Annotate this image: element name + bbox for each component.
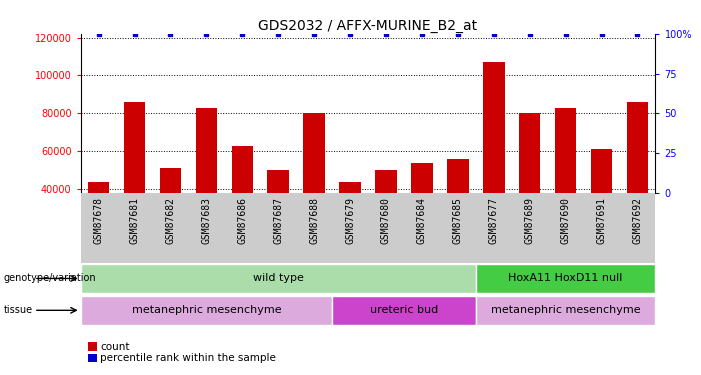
Text: tissue: tissue: [4, 305, 33, 315]
Bar: [268, 170, 289, 265]
Bar: [339, 182, 361, 265]
Text: HoxA11 HoxD11 null: HoxA11 HoxD11 null: [508, 273, 622, 284]
Bar: [447, 159, 468, 265]
Bar: [476, 296, 655, 325]
Text: GSM87687: GSM87687: [273, 196, 283, 244]
Text: GSM87690: GSM87690: [561, 196, 571, 244]
Bar: [332, 296, 476, 325]
Text: GSM87691: GSM87691: [597, 196, 606, 244]
Text: GSM87682: GSM87682: [165, 196, 175, 244]
Bar: [555, 108, 576, 265]
Text: GSM87681: GSM87681: [130, 196, 139, 244]
Text: GSM87677: GSM87677: [489, 196, 499, 244]
Text: metanephric mesenchyme: metanephric mesenchyme: [491, 305, 641, 315]
Text: GSM87692: GSM87692: [632, 196, 643, 244]
Text: GSM87679: GSM87679: [345, 196, 355, 244]
Bar: [231, 146, 253, 265]
Text: metanephric mesenchyme: metanephric mesenchyme: [132, 305, 281, 315]
Bar: [81, 296, 332, 325]
Text: GSM87685: GSM87685: [453, 196, 463, 244]
Text: genotype/variation: genotype/variation: [4, 273, 96, 284]
Bar: [88, 182, 109, 265]
Text: GSM87683: GSM87683: [201, 196, 212, 244]
Bar: [196, 108, 217, 265]
Bar: [519, 113, 540, 265]
Bar: [375, 170, 397, 265]
Bar: [304, 113, 325, 265]
Text: GSM87678: GSM87678: [93, 196, 104, 244]
Text: ureteric bud: ureteric bud: [370, 305, 438, 315]
Bar: [124, 102, 145, 265]
Bar: [160, 168, 181, 265]
Text: count: count: [100, 342, 130, 351]
Bar: [411, 163, 433, 265]
Text: percentile rank within the sample: percentile rank within the sample: [100, 353, 276, 363]
Bar: [476, 264, 655, 293]
Bar: [627, 102, 648, 265]
Text: GSM87684: GSM87684: [417, 196, 427, 244]
Text: GSM87686: GSM87686: [237, 196, 247, 244]
Text: GSM87688: GSM87688: [309, 196, 319, 244]
Text: GSM87689: GSM87689: [524, 196, 535, 244]
Text: GSM87680: GSM87680: [381, 196, 391, 244]
Bar: [81, 264, 476, 293]
Bar: [483, 62, 505, 265]
Bar: [591, 150, 613, 265]
Title: GDS2032 / AFFX-MURINE_B2_at: GDS2032 / AFFX-MURINE_B2_at: [259, 19, 477, 33]
Text: wild type: wild type: [253, 273, 304, 284]
